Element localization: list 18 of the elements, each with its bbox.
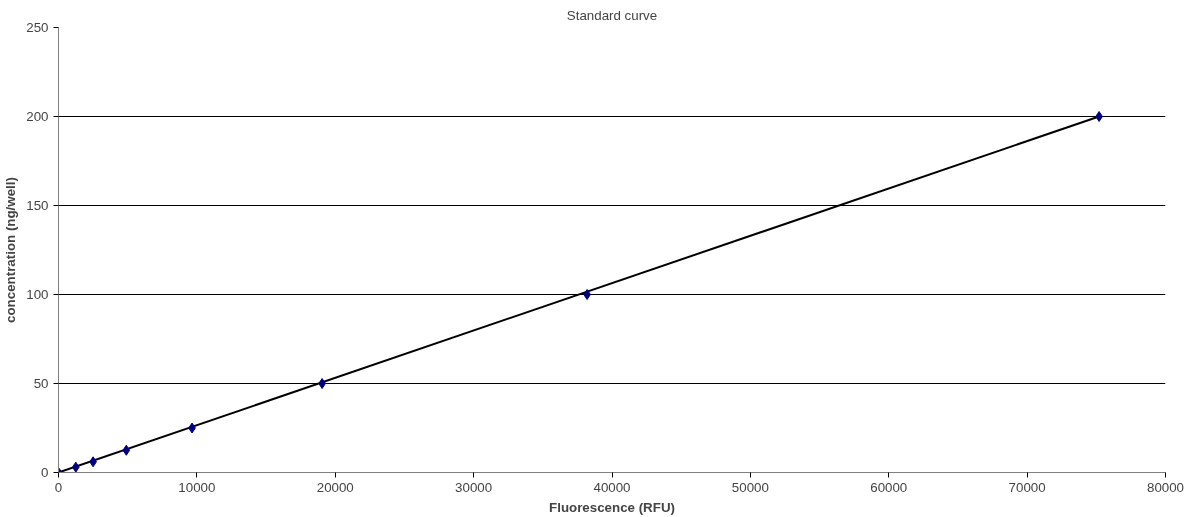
x-tick-label: 0 xyxy=(54,479,63,495)
x-tick-label: 70000 xyxy=(1008,479,1046,495)
y-tick-label: 50 xyxy=(33,376,49,391)
y-tick-label: 150 xyxy=(26,198,49,213)
y-tick-label: 250 xyxy=(26,20,49,35)
x-tick-label: 10000 xyxy=(178,479,216,495)
y-axis-title: concentration (ng/well) xyxy=(3,177,19,323)
y-tick-label: 0 xyxy=(41,465,49,480)
x-tick-label: 60000 xyxy=(870,479,908,495)
chart-title: Standard curve xyxy=(566,7,658,23)
x-axis-title: Fluorescence (RFU) xyxy=(549,499,675,515)
x-tick-label: 80000 xyxy=(1146,479,1185,495)
x-tick-label: 20000 xyxy=(316,479,354,495)
y-tick-label: 100 xyxy=(26,287,49,302)
x-tick-label: 30000 xyxy=(455,479,493,495)
x-tick-label: 50000 xyxy=(731,479,769,495)
x-tick-label: 40000 xyxy=(593,479,631,495)
y-tick-label: 200 xyxy=(26,109,49,124)
